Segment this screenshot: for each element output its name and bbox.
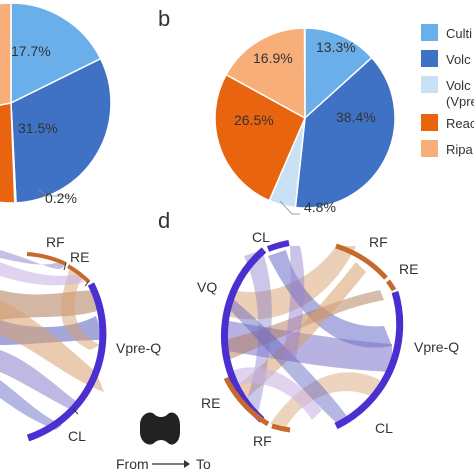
pie-slice <box>0 102 16 204</box>
direction-key-from: From <box>116 456 149 472</box>
pie-slice <box>294 56 396 209</box>
chord-d-ribbon-10 <box>228 367 322 420</box>
pie-b-leader-line <box>279 200 300 215</box>
legend-label-volc-vpre-2: (Vpre <box>446 94 474 109</box>
chord-d-ribbon-5 <box>236 262 366 400</box>
chord-d-label-vq: VQ <box>197 279 217 295</box>
panel-letter-d: d <box>158 208 170 233</box>
chord-c-ribbon-4 <box>0 300 104 392</box>
chord-d-ribbon-2 <box>268 250 392 348</box>
chord-c-label-vpreq: Vpre-Q <box>116 340 161 356</box>
legend-swatch-volc <box>421 50 438 67</box>
legend-label-ripa: Ripa <box>446 142 474 157</box>
chord-c: RF RE Vpre-Q CL <box>0 234 161 444</box>
chord-d-label-rf-top: RF <box>369 234 388 250</box>
pie-a: 17.7% 31.5% 0.2% <box>0 2 112 206</box>
chord-d-arc-cl-top <box>266 240 290 252</box>
legend-label-reac: Reac <box>446 116 474 131</box>
chord-d-label-cl-bottom: CL <box>375 420 393 436</box>
legend-swatch-reac <box>421 114 438 131</box>
pie-data-label: 17.7% <box>11 43 51 59</box>
pie-slice <box>225 27 306 120</box>
legend-b: Culti Volc Volc (Vpre Reac Ripa <box>421 24 474 157</box>
chord-c-arc-rf <box>26 252 67 266</box>
chord-c-arc-re <box>66 264 91 284</box>
chord-d-ribbon-1 <box>226 246 356 320</box>
chord-d-arc-re-top <box>385 279 397 292</box>
pie-data-label: 31.5% <box>18 120 58 136</box>
chord-d-label-re-top: RE <box>399 261 418 277</box>
pie-a-leader-line <box>37 189 70 197</box>
pie-slice <box>10 2 102 105</box>
direction-key: From To <box>116 412 211 472</box>
pie-data-label: 0.2% <box>45 190 77 206</box>
chord-c-arc-vpreq <box>26 282 107 442</box>
chord-d-arc-vq <box>220 247 267 423</box>
chord-d-ribbon-6 <box>270 372 380 428</box>
chord-c-label-re: RE <box>70 249 89 265</box>
chord-c-tick-3 <box>72 408 79 415</box>
direction-key-glyph <box>140 412 180 445</box>
chord-c-ribbon-8 <box>0 262 84 286</box>
chord-c-label-rf: RF <box>46 234 65 250</box>
pie-b: 13.3% 38.4% 26.5% 16.9% 4.8% <box>214 27 396 215</box>
pie-data-label: 13.3% <box>316 39 356 55</box>
chord-c-tick-1 <box>63 262 67 271</box>
pie-data-label: 16.9% <box>253 50 293 66</box>
chord-c-label-cl: CL <box>68 428 86 444</box>
chord-d-label-rf-bottom: RF <box>253 433 272 449</box>
legend-swatch-volc-vpre <box>421 76 438 93</box>
pie-slice <box>10 57 112 204</box>
chord-d-ribbon-9 <box>282 246 305 360</box>
chord-d-arc-re-bottom <box>223 376 270 427</box>
pie-data-label: 26.5% <box>234 112 274 128</box>
chord-c-tick-2 <box>84 280 90 287</box>
chord-d-arc-rf-top <box>335 243 388 280</box>
legend-swatch-culti <box>421 24 438 41</box>
chord-c-ribbon-6 <box>0 380 62 430</box>
direction-key-arrowhead <box>184 460 190 468</box>
panel-letter-b: b <box>158 6 170 31</box>
legend-label-volc: Volc <box>446 52 471 67</box>
chord-d-arc-vpreq <box>334 291 404 430</box>
chord-d-label-re-bottom: RE <box>201 395 220 411</box>
chord-c-ribbon-7 <box>61 268 100 350</box>
pie-data-label: 38.4% <box>336 109 376 125</box>
chord-d-label-cl-top: CL <box>252 229 270 245</box>
chord-c-ribbon-5 <box>0 350 80 412</box>
chord-d-ribbon-7 <box>226 298 350 426</box>
chord-d-arc-rf-bottom <box>271 423 291 433</box>
legend-label-volc-vpre: Volc <box>446 78 471 93</box>
pie-slice <box>0 2 12 106</box>
pie-slice <box>304 27 373 120</box>
direction-key-to: To <box>196 456 211 472</box>
legend-swatch-ripa <box>421 140 438 157</box>
pie-data-label: 4.8% <box>304 199 336 215</box>
chord-d-label-vpreq: Vpre-Q <box>414 339 459 355</box>
chord-d: CL RF RE Vpre-Q CL RF RE VQ <box>197 229 459 449</box>
chord-c-ribbon-1 <box>0 250 64 269</box>
legend-label-culti: Culti <box>446 26 472 41</box>
